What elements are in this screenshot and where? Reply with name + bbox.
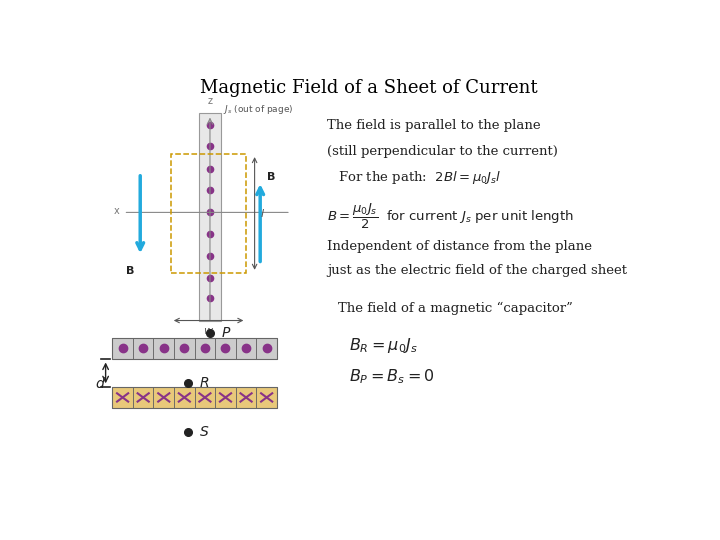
Text: z: z xyxy=(207,96,212,106)
Text: Independent of distance from the plane: Independent of distance from the plane xyxy=(327,240,592,253)
Bar xyxy=(194,387,215,408)
Text: (still perpendicular to the current): (still perpendicular to the current) xyxy=(327,145,558,158)
Text: The field of a magnetic “capacitor”: The field of a magnetic “capacitor” xyxy=(338,301,573,315)
Text: x: x xyxy=(113,206,119,216)
Text: $B_R = \mu_0 J_s$: $B_R = \mu_0 J_s$ xyxy=(349,336,418,355)
Bar xyxy=(171,154,246,273)
Text: $P$: $P$ xyxy=(221,326,231,340)
Text: B: B xyxy=(126,266,135,276)
Text: $S$: $S$ xyxy=(199,424,210,438)
Text: $d$: $d$ xyxy=(94,376,106,391)
Bar xyxy=(133,387,153,408)
Bar xyxy=(174,387,194,408)
Text: $B_P = B_s = 0$: $B_P = B_s = 0$ xyxy=(349,367,435,386)
Text: Magnetic Field of a Sheet of Current: Magnetic Field of a Sheet of Current xyxy=(200,79,538,97)
Text: $l$: $l$ xyxy=(260,207,265,219)
Bar xyxy=(215,387,235,408)
Text: B: B xyxy=(267,172,276,182)
Text: The field is parallel to the plane: The field is parallel to the plane xyxy=(327,119,541,132)
Text: $w$: $w$ xyxy=(203,326,215,335)
Text: For the path:  $2Bl = \mu_0 J_s l$: For the path: $2Bl = \mu_0 J_s l$ xyxy=(338,168,502,186)
Text: $J_s$ (out of page): $J_s$ (out of page) xyxy=(222,103,293,116)
Bar xyxy=(153,338,174,359)
Bar xyxy=(256,387,277,408)
Bar xyxy=(112,338,133,359)
Bar xyxy=(256,338,277,359)
Bar xyxy=(133,338,153,359)
Bar xyxy=(112,387,133,408)
Bar xyxy=(199,113,221,321)
Text: $R$: $R$ xyxy=(199,376,209,390)
Bar xyxy=(174,338,194,359)
Text: $B = \dfrac{\mu_0 J_s}{2}$  for current $J_s$ per unit length: $B = \dfrac{\mu_0 J_s}{2}$ for current $… xyxy=(327,202,574,231)
Bar xyxy=(235,338,256,359)
Bar xyxy=(215,338,235,359)
Bar xyxy=(153,387,174,408)
Bar xyxy=(112,338,277,359)
Text: just as the electric field of the charged sheet: just as the electric field of the charge… xyxy=(327,264,627,276)
Bar xyxy=(194,338,215,359)
Bar xyxy=(235,387,256,408)
Bar xyxy=(112,387,277,408)
